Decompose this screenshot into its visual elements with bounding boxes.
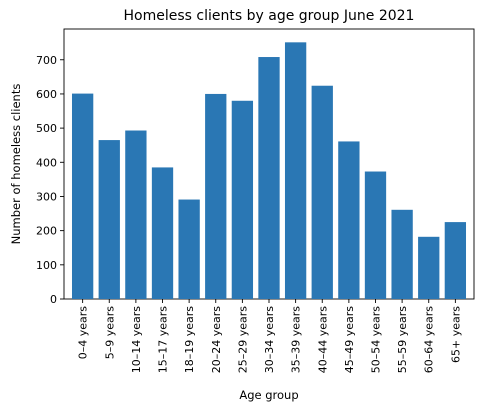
bar — [311, 85, 333, 299]
bar — [258, 57, 280, 299]
x-tick-label: 45–49 years — [343, 306, 356, 374]
bar — [418, 236, 440, 299]
x-tick-label: 18–19 years — [183, 306, 196, 374]
x-tick-label: 60–64 years — [423, 306, 436, 374]
bar — [151, 167, 174, 299]
x-axis-label: Age group — [239, 388, 298, 402]
x-tick-label: 65+ years — [449, 306, 462, 363]
x-tick-label: 40–44 years — [316, 306, 329, 374]
x-tick-label: 55–59 years — [396, 306, 409, 374]
bar — [444, 222, 467, 299]
y-tick-label: 600 — [36, 88, 57, 101]
x-tick-label: 5–9 years — [103, 306, 116, 360]
bar — [98, 140, 120, 299]
x-tick-label: 10–14 years — [130, 306, 143, 374]
bar — [125, 130, 147, 299]
chart-title: Homeless clients by age group June 2021 — [124, 8, 415, 24]
y-axis: 0 100 200 300 400 500 600 700 — [36, 54, 64, 306]
bar — [71, 93, 94, 299]
x-tick-label: 30–34 years — [263, 306, 276, 374]
y-tick-label: 700 — [36, 54, 57, 67]
bar — [178, 199, 200, 299]
x-tick-label: 25–29 years — [236, 306, 249, 374]
bar — [364, 171, 387, 299]
y-axis-label: Number of homeless clients — [9, 84, 23, 245]
x-axis: 0–4 years 5–9 years 10–14 years 15–17 years… — [77, 299, 462, 374]
y-tick-label: 400 — [36, 156, 57, 169]
bar — [205, 93, 227, 299]
bar — [391, 209, 413, 299]
bar — [338, 141, 360, 299]
bar — [284, 42, 307, 299]
y-tick-label: 300 — [36, 190, 57, 203]
x-tick-label: 15–17 years — [157, 306, 170, 374]
bars-group — [71, 42, 467, 300]
x-tick-label: 35–39 years — [290, 306, 303, 374]
bar — [231, 100, 254, 300]
x-tick-label: 20–24 years — [210, 306, 223, 374]
y-tick-label: 0 — [50, 293, 57, 306]
y-tick-label: 100 — [36, 259, 57, 272]
y-tick-label: 200 — [36, 225, 57, 238]
x-tick-label: 0–4 years — [77, 306, 90, 360]
x-tick-label: 50–54 years — [369, 306, 382, 374]
y-tick-label: 500 — [36, 122, 57, 135]
